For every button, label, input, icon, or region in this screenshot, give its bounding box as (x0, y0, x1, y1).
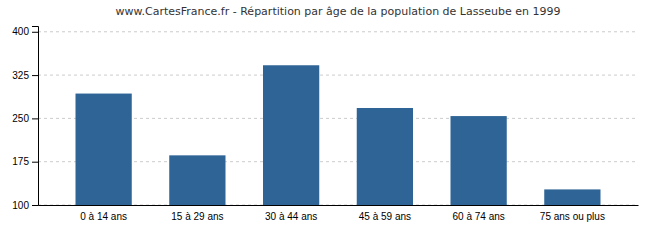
plot: 100 175 250 325 400 0 à 14 ans 15 à 29 ans 30 à… (12, 26, 638, 229)
bar (263, 65, 319, 205)
title: www.CartesFrance.fr - Répartition par âg… (116, 5, 561, 18)
x-tick: 30 à 44 ans (265, 211, 317, 222)
x-tick-label: 45 à 59 ans (359, 211, 411, 222)
bar (451, 116, 507, 205)
y-tick-label: 325 (12, 70, 29, 81)
bar (76, 94, 132, 205)
y-tick-mark (32, 75, 38, 76)
bar (544, 189, 600, 205)
x-axis: 0 à 14 ans 15 à 29 ans 30 à 44 ans 45 à 59 … (39, 206, 639, 223)
x-tick-label: 75 ans ou plus (540, 211, 605, 222)
bars (76, 65, 601, 205)
grid-line (38, 31, 638, 32)
y-tick: 250 (12, 113, 38, 124)
x-tick: 60 à 74 ans (452, 211, 504, 222)
x-tick-label: 30 à 44 ans (265, 211, 317, 222)
y-tick-mark (32, 118, 38, 119)
x-tick-label: 0 à 14 ans (80, 211, 127, 222)
x-tick-label: 60 à 74 ans (452, 211, 504, 222)
y-tick-label: 100 (12, 200, 29, 211)
y-tick-mark (32, 205, 38, 206)
y-tick-mark (32, 32, 38, 33)
x-tick: 45 à 59 ans (359, 211, 411, 222)
y-tick-mark (32, 162, 38, 163)
chart: www.CartesFrance.fr - Répartition par âg… (0, 0, 650, 229)
y-tick-label: 250 (12, 113, 29, 124)
y-tick: 325 (12, 70, 38, 81)
x-tick: 75 ans ou plus (540, 211, 605, 222)
y-tick: 400 (12, 26, 38, 37)
bar (169, 155, 225, 205)
y-tick: 100 (12, 200, 38, 211)
y-axis-line (32, 27, 39, 206)
x-axis-line (39, 205, 639, 206)
x-tick: 0 à 14 ans (80, 211, 127, 222)
bar (357, 108, 413, 205)
y-tick-label: 400 (12, 26, 29, 37)
y-axis: 100 175 250 325 400 (12, 26, 38, 210)
y-tick-label: 175 (12, 156, 29, 167)
grid-line (38, 75, 638, 76)
x-tick: 15 à 29 ans (171, 211, 223, 222)
x-tick-label: 15 à 29 ans (171, 211, 223, 222)
y-tick: 175 (12, 156, 38, 167)
